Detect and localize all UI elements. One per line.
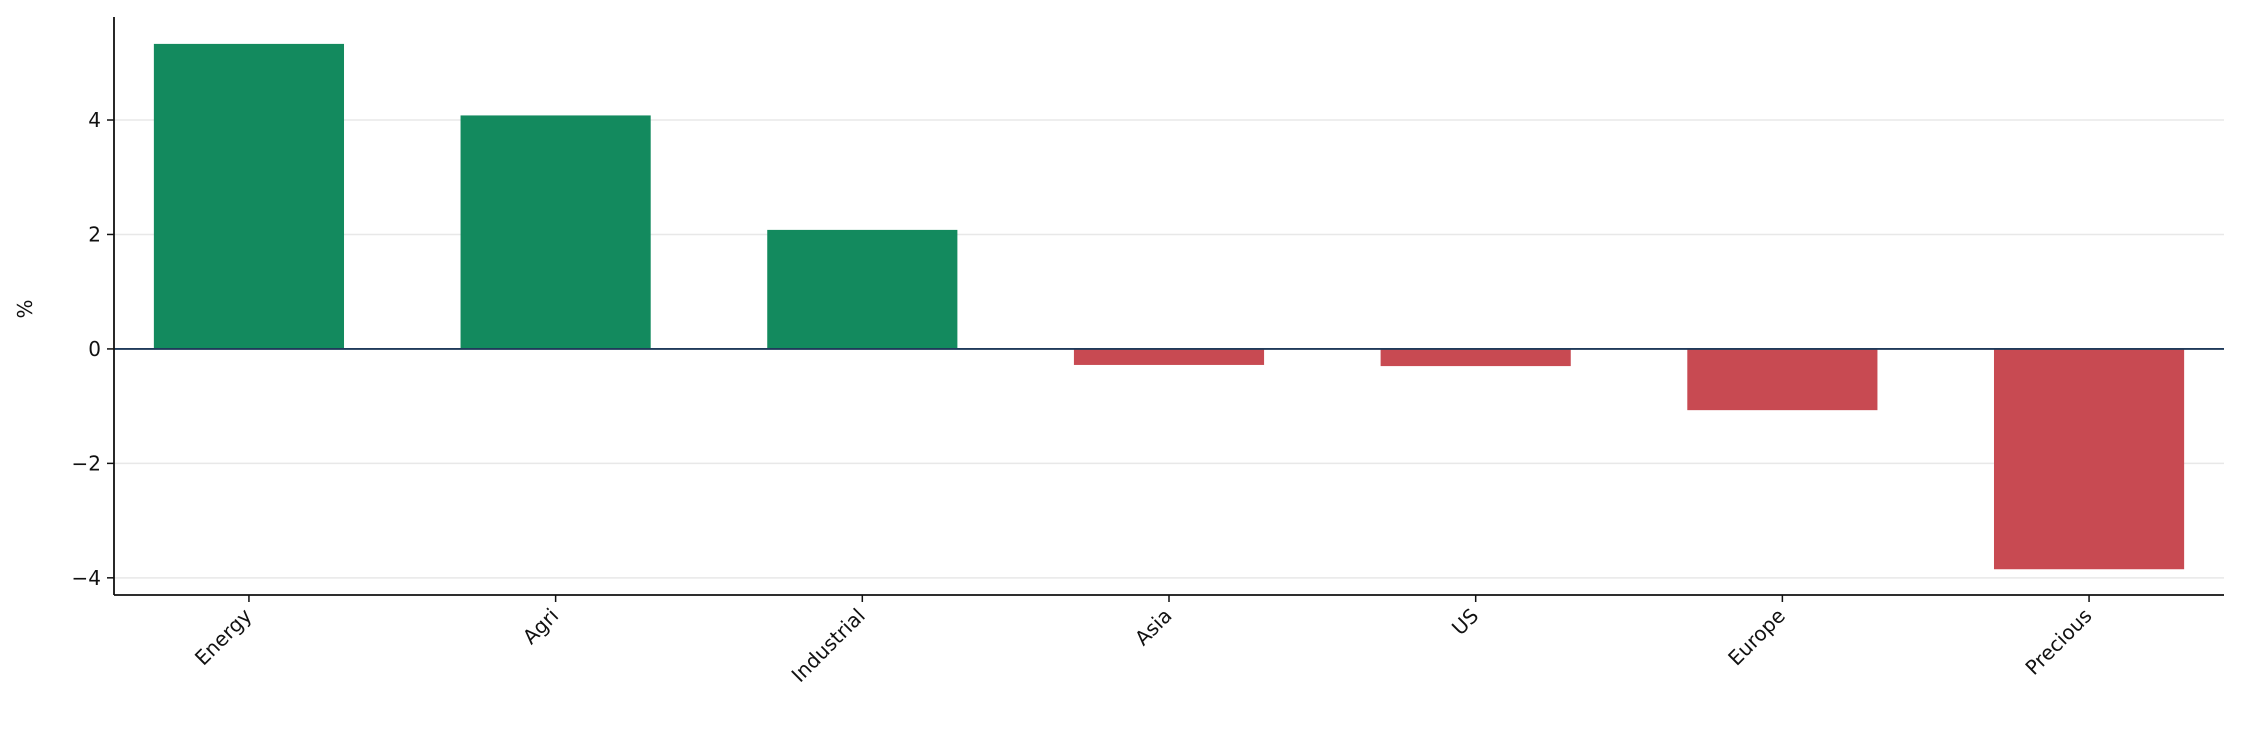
y-axis-label: % [13,299,37,318]
y-tick-label: −2 [72,451,101,475]
y-tick-label: 2 [88,222,101,246]
bar [1687,348,1878,411]
x-tick-label: Energy [190,603,257,670]
x-tick-label: Europe [1723,604,1790,671]
x-tick-label: Agri [518,604,563,649]
bar [153,43,345,349]
bar [1993,348,2185,570]
x-tick-label: Asia [1130,604,1177,651]
x-tick-label: Precious [2020,604,2096,680]
bar [1073,348,1265,365]
x-tick-label: Industrial [787,604,870,687]
x-tick-label: US [1447,604,1483,640]
y-tick-label: −4 [72,566,101,590]
y-tick-label: 0 [88,337,101,361]
y-tick-label: 4 [88,108,101,132]
bar [460,115,651,349]
bar [767,229,958,349]
bar [1380,348,1571,367]
